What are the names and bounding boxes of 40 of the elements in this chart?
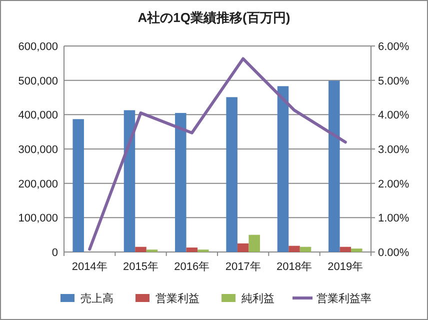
bar xyxy=(351,248,362,252)
chart-title: A社の1Q業績推移(百万円) xyxy=(138,10,290,25)
x-tick-label: 2015年 xyxy=(123,261,158,273)
bar xyxy=(72,119,84,252)
bar xyxy=(248,234,260,252)
bar xyxy=(124,110,136,252)
y-tick-label: 400,000 xyxy=(18,110,58,122)
bar xyxy=(186,248,198,252)
legend-label: 売上高 xyxy=(80,292,114,305)
bar xyxy=(226,97,238,252)
x-tick-label: 2016年 xyxy=(174,261,210,273)
y2-tick-label: 3.00% xyxy=(378,144,410,156)
bar xyxy=(300,246,312,252)
bar xyxy=(328,80,340,252)
y-tick-label: 0 xyxy=(52,247,58,259)
y2-tick-label: 5.00% xyxy=(378,75,410,88)
bar xyxy=(277,86,289,252)
legend-label: 営業利益率 xyxy=(316,292,372,305)
bar xyxy=(237,243,249,252)
y2-tick-label: 2.00% xyxy=(378,178,410,190)
bar xyxy=(288,246,300,252)
bar xyxy=(175,112,186,252)
y-tick-label: 100,000 xyxy=(18,212,58,225)
bar xyxy=(135,246,146,252)
y-tick-label: 500,000 xyxy=(18,75,58,88)
y2-tick-label: 6.00% xyxy=(378,41,410,53)
y2-tick-label: 1.00% xyxy=(378,212,410,225)
bar xyxy=(340,246,352,252)
legend-label: 営業利益 xyxy=(156,292,200,305)
x-tick-label: 2018年 xyxy=(276,261,312,273)
y-tick-label: 300,000 xyxy=(18,144,58,156)
x-tick-label: 2019年 xyxy=(328,261,364,273)
x-tick-label: 2014年 xyxy=(72,261,108,273)
legend-label: 純利益 xyxy=(242,292,274,305)
line-series xyxy=(88,57,347,251)
y2-tick-label: 4.00% xyxy=(378,110,410,122)
x-tick-label: 2017年 xyxy=(225,261,261,273)
y2-tick-label: 0.00% xyxy=(378,247,410,259)
y-tick-label: 200,000 xyxy=(18,178,58,190)
y-tick-label: 600,000 xyxy=(18,41,58,53)
